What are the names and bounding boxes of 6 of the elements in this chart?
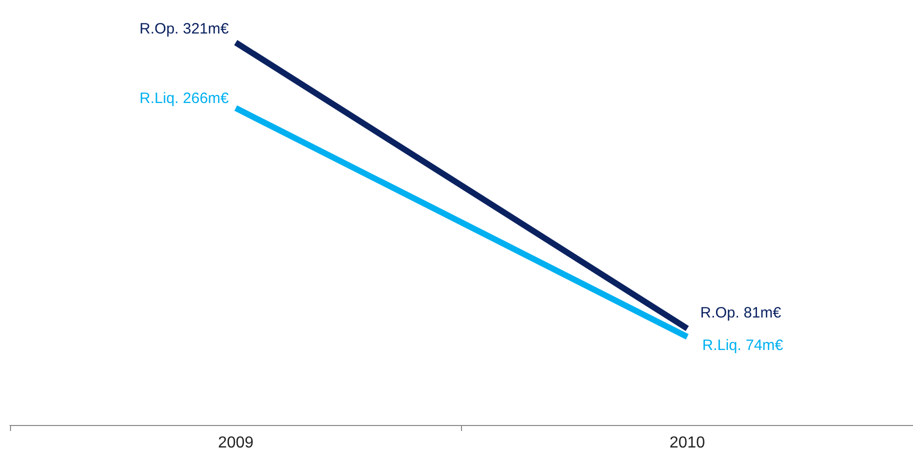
x-tick-label: 2010 — [669, 434, 706, 452]
x-tick-label: 2009 — [218, 434, 254, 452]
data-label: R.Op. 321m€ — [140, 20, 230, 38]
data-label: R.Op. 81m€ — [700, 304, 782, 322]
data-label: R.Liq. 266m€ — [140, 90, 230, 108]
data-label: R.Liq. 74m€ — [702, 336, 784, 354]
